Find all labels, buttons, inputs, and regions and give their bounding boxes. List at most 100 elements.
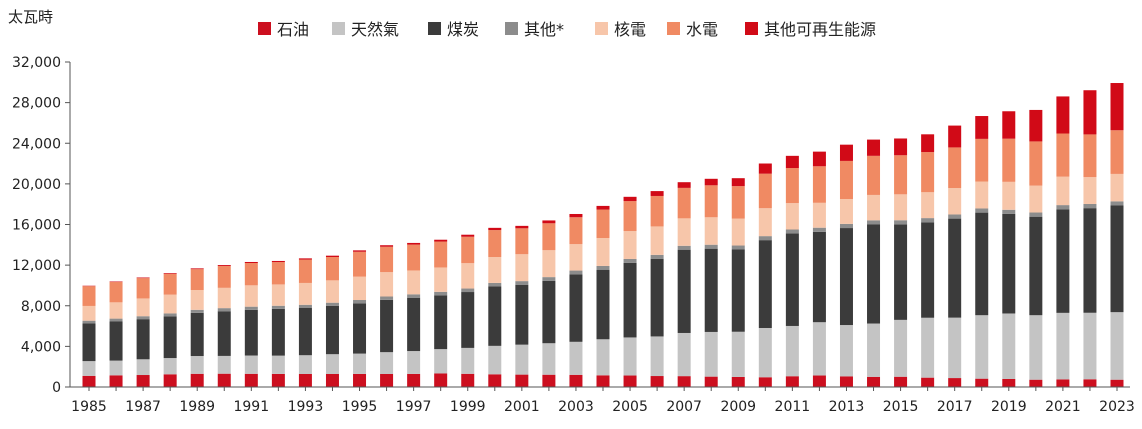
bar-segment-2003-s4: [569, 244, 583, 271]
bar-segment-2013-s1: [839, 325, 853, 377]
bar-segment-1998-s0: [434, 373, 448, 387]
bar-segment-2013-s4: [839, 199, 853, 224]
bar-segment-1997-s1: [407, 351, 421, 374]
bar-segment-1987-s2: [136, 319, 150, 360]
bar-stack-1988: [163, 273, 177, 387]
bar-segment-2023-s5: [1110, 130, 1124, 174]
bar-segment-1995-s5: [353, 251, 367, 277]
bar-segment-2021-s3: [1056, 205, 1070, 210]
bar-segment-1998-s4: [434, 267, 448, 292]
bar-segment-2013-s5: [839, 160, 853, 200]
bar-segment-1997-s5: [407, 244, 421, 271]
bar-segment-2016-s0: [921, 377, 935, 387]
bar-segment-1988-s6: [163, 273, 177, 274]
bar-segment-1991-s2: [244, 309, 258, 356]
legend: 石油 天然氣 煤炭 其他* 核電 水電 其他可再生能源: [258, 20, 876, 39]
bar-segment-2002-s2: [542, 280, 556, 344]
bar-segment-2001-s4: [515, 254, 529, 282]
bar-segment-2019-s1: [1002, 313, 1016, 379]
bar-stack-2003: [569, 213, 583, 387]
x-tick-label: 2003: [558, 399, 594, 415]
bar-segment-2002-s4: [542, 250, 556, 278]
bar-segment-2011-s3: [785, 229, 799, 234]
bar-segment-1998-s1: [434, 349, 448, 374]
legend-item: 石油: [258, 20, 309, 39]
legend-item: 煤炭: [428, 20, 479, 39]
bar-stack-2023: [1110, 83, 1124, 387]
bar-segment-2022-s3: [1083, 203, 1097, 209]
bar-segment-1997-s6: [407, 242, 421, 245]
bar-segment-1987-s1: [136, 359, 150, 376]
bar-segment-2009-s0: [731, 376, 745, 387]
bar-segment-2020-s2: [1029, 216, 1043, 316]
bar-segment-2022-s1: [1083, 312, 1097, 380]
bar-segment-2016-s3: [921, 218, 935, 223]
bar-segment-2022-s6: [1083, 90, 1097, 135]
legend-swatch: [595, 22, 608, 35]
bar-segment-2016-s6: [921, 134, 935, 153]
bar-segment-1996-s6: [380, 245, 394, 247]
bar-segment-2004-s4: [596, 238, 610, 266]
bar-stack-1993: [298, 258, 312, 387]
bar-segment-1993-s4: [298, 282, 312, 305]
bar-segment-2015-s1: [894, 319, 908, 377]
bar-segment-2023-s6: [1110, 83, 1124, 131]
bar-stack-1989: [190, 268, 204, 387]
bar-segment-2018-s2: [975, 212, 989, 316]
bar-segment-2010-s3: [758, 236, 772, 241]
bar-segment-2005-s5: [623, 201, 637, 232]
bar-segment-1995-s0: [353, 373, 367, 387]
legend-swatch: [745, 22, 758, 35]
x-tick-label: 2011: [775, 399, 811, 415]
bar-segment-2021-s2: [1056, 209, 1070, 313]
bar-segment-2008-s5: [704, 185, 718, 218]
bar-segment-2002-s5: [542, 223, 556, 251]
bar-segment-2015-s2: [894, 224, 908, 320]
bar-segment-2005-s3: [623, 258, 637, 263]
bar-segment-1986-s3: [109, 318, 123, 322]
bar-stack-1986: [109, 281, 123, 387]
x-tick-label: 2007: [666, 399, 702, 415]
bar-segment-2010-s1: [758, 327, 772, 378]
bar-stack-2013: [839, 144, 853, 387]
bar-segment-2017-s3: [948, 214, 962, 219]
bar-segment-2014-s2: [867, 224, 881, 324]
bar-segment-2020-s5: [1029, 141, 1043, 186]
bar-segment-2000-s2: [488, 286, 502, 346]
bar-segment-2014-s4: [867, 194, 881, 221]
bar-segment-2006-s3: [650, 254, 664, 259]
bar-stack-2018: [975, 116, 989, 387]
bar-segment-1998-s2: [434, 295, 448, 350]
bar-segment-2017-s6: [948, 125, 962, 148]
bar-stack-2016: [921, 134, 935, 387]
bar-segment-1988-s1: [163, 358, 177, 375]
bar-segment-2001-s0: [515, 374, 529, 387]
bar-segment-1993-s0: [298, 374, 312, 387]
legend-label: 其他*: [524, 20, 564, 39]
bar-segment-2020-s0: [1029, 379, 1043, 387]
bar-stack-2019: [1002, 111, 1016, 387]
bar-segment-2002-s0: [542, 374, 556, 387]
bar-segment-1997-s0: [407, 373, 421, 387]
bar-segment-2015-s3: [894, 220, 908, 225]
bar-segment-1992-s4: [271, 284, 285, 306]
bar-segment-2023-s1: [1110, 312, 1124, 380]
bar-segment-1993-s3: [298, 304, 312, 308]
bar-segment-2011-s6: [785, 155, 799, 169]
bar-segment-1994-s5: [325, 257, 339, 281]
x-tick-label: 1989: [179, 399, 215, 415]
bar-segment-2021-s4: [1056, 176, 1070, 206]
bar-segment-2017-s2: [948, 218, 962, 318]
bar-segment-2010-s6: [758, 163, 772, 174]
bar-segment-2007-s3: [677, 245, 691, 250]
x-tick-label: 2009: [720, 399, 756, 415]
bar-segment-2010-s2: [758, 240, 772, 328]
bar-segment-1987-s5: [136, 278, 150, 299]
bar-segment-2009-s5: [731, 186, 745, 219]
bar-segment-2005-s4: [623, 231, 637, 259]
bar-segment-1994-s1: [325, 354, 339, 374]
bar-segment-1988-s3: [163, 313, 177, 317]
bar-stack-2022: [1083, 90, 1097, 387]
legend-swatch: [428, 22, 441, 35]
bar-segment-1997-s3: [407, 294, 421, 298]
